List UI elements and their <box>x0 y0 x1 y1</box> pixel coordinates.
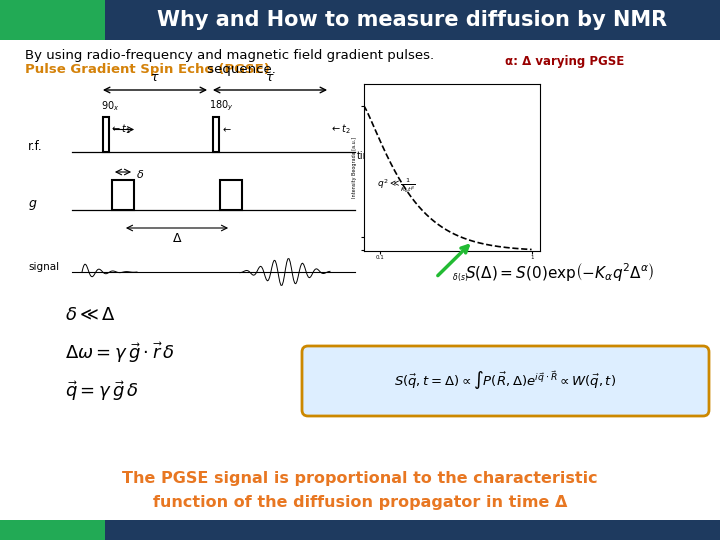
Text: signal: signal <box>28 262 59 272</box>
Bar <box>112 180 134 210</box>
Text: $180_y$: $180_y$ <box>209 99 234 113</box>
Bar <box>0 0 105 40</box>
Text: $\leftarrow$: $\leftarrow$ <box>221 125 233 134</box>
Text: $\tau$: $\tau$ <box>265 71 275 84</box>
Text: $q^2 \ll \frac{1}{K_\alpha t^\beta}$: $q^2 \ll \frac{1}{K_\alpha t^\beta}$ <box>377 176 415 195</box>
Bar <box>103 117 109 152</box>
Text: $\vec{q} = \gamma\,\vec{g}\,\delta$: $\vec{q} = \gamma\,\vec{g}\,\delta$ <box>65 379 139 403</box>
Bar <box>213 117 219 152</box>
Y-axis label: Intensity Beograda [a.u.]: Intensity Beograda [a.u.] <box>351 137 356 198</box>
Text: r.f.: r.f. <box>28 140 42 153</box>
Text: $S(\vec{q},t=\Delta) \propto \int P(\vec{R},\Delta)e^{i\vec{q}\cdot\vec{R}} \pro: $S(\vec{q},t=\Delta) \propto \int P(\vec… <box>395 370 616 392</box>
FancyBboxPatch shape <box>302 346 709 416</box>
Text: By using radio-frequency and magnetic field gradient pulses.: By using radio-frequency and magnetic fi… <box>25 50 434 63</box>
Text: $\delta$: $\delta$ <box>136 168 144 180</box>
Bar <box>105 520 720 540</box>
Text: $\leftarrow t_2$: $\leftarrow t_2$ <box>330 123 351 137</box>
Text: $\Delta\omega = \gamma\,\vec{g}\cdot\vec{r}\,\delta$: $\Delta\omega = \gamma\,\vec{g}\cdot\vec… <box>65 341 175 366</box>
Text: $\delta \ll \Delta$: $\delta \ll \Delta$ <box>65 306 116 324</box>
Text: $90_x$: $90_x$ <box>101 99 120 113</box>
Text: $\delta\,(s)$: $\delta\,(s)$ <box>452 271 469 283</box>
Bar <box>105 0 720 40</box>
Text: α: Δ varying PGSE: α: Δ varying PGSE <box>505 56 624 69</box>
Bar <box>220 180 242 210</box>
Text: Why and How to measure diffusion by NMR: Why and How to measure diffusion by NMR <box>157 10 667 30</box>
Text: $S(\Delta) = S(0)\exp\!\left(-K_\alpha q^2 \Delta^\alpha\right)$: $S(\Delta) = S(0)\exp\!\left(-K_\alpha q… <box>465 261 654 283</box>
Bar <box>0 520 105 540</box>
Text: $\Delta$: $\Delta$ <box>172 232 182 245</box>
Text: $\tau$: $\tau$ <box>150 71 160 84</box>
Text: The PGSE signal is proportional to the characteristic: The PGSE signal is proportional to the c… <box>122 470 598 485</box>
Text: sequence.: sequence. <box>203 64 276 77</box>
Text: $g$: $g$ <box>28 198 37 212</box>
Text: function of the diffusion propagator in time Δ: function of the diffusion propagator in … <box>153 495 567 510</box>
Text: time: time <box>357 151 379 161</box>
Text: $\leftarrow t_1$: $\leftarrow t_1$ <box>110 123 132 137</box>
Text: Pulse Gradient Spin Echo (PGSE): Pulse Gradient Spin Echo (PGSE) <box>25 64 270 77</box>
